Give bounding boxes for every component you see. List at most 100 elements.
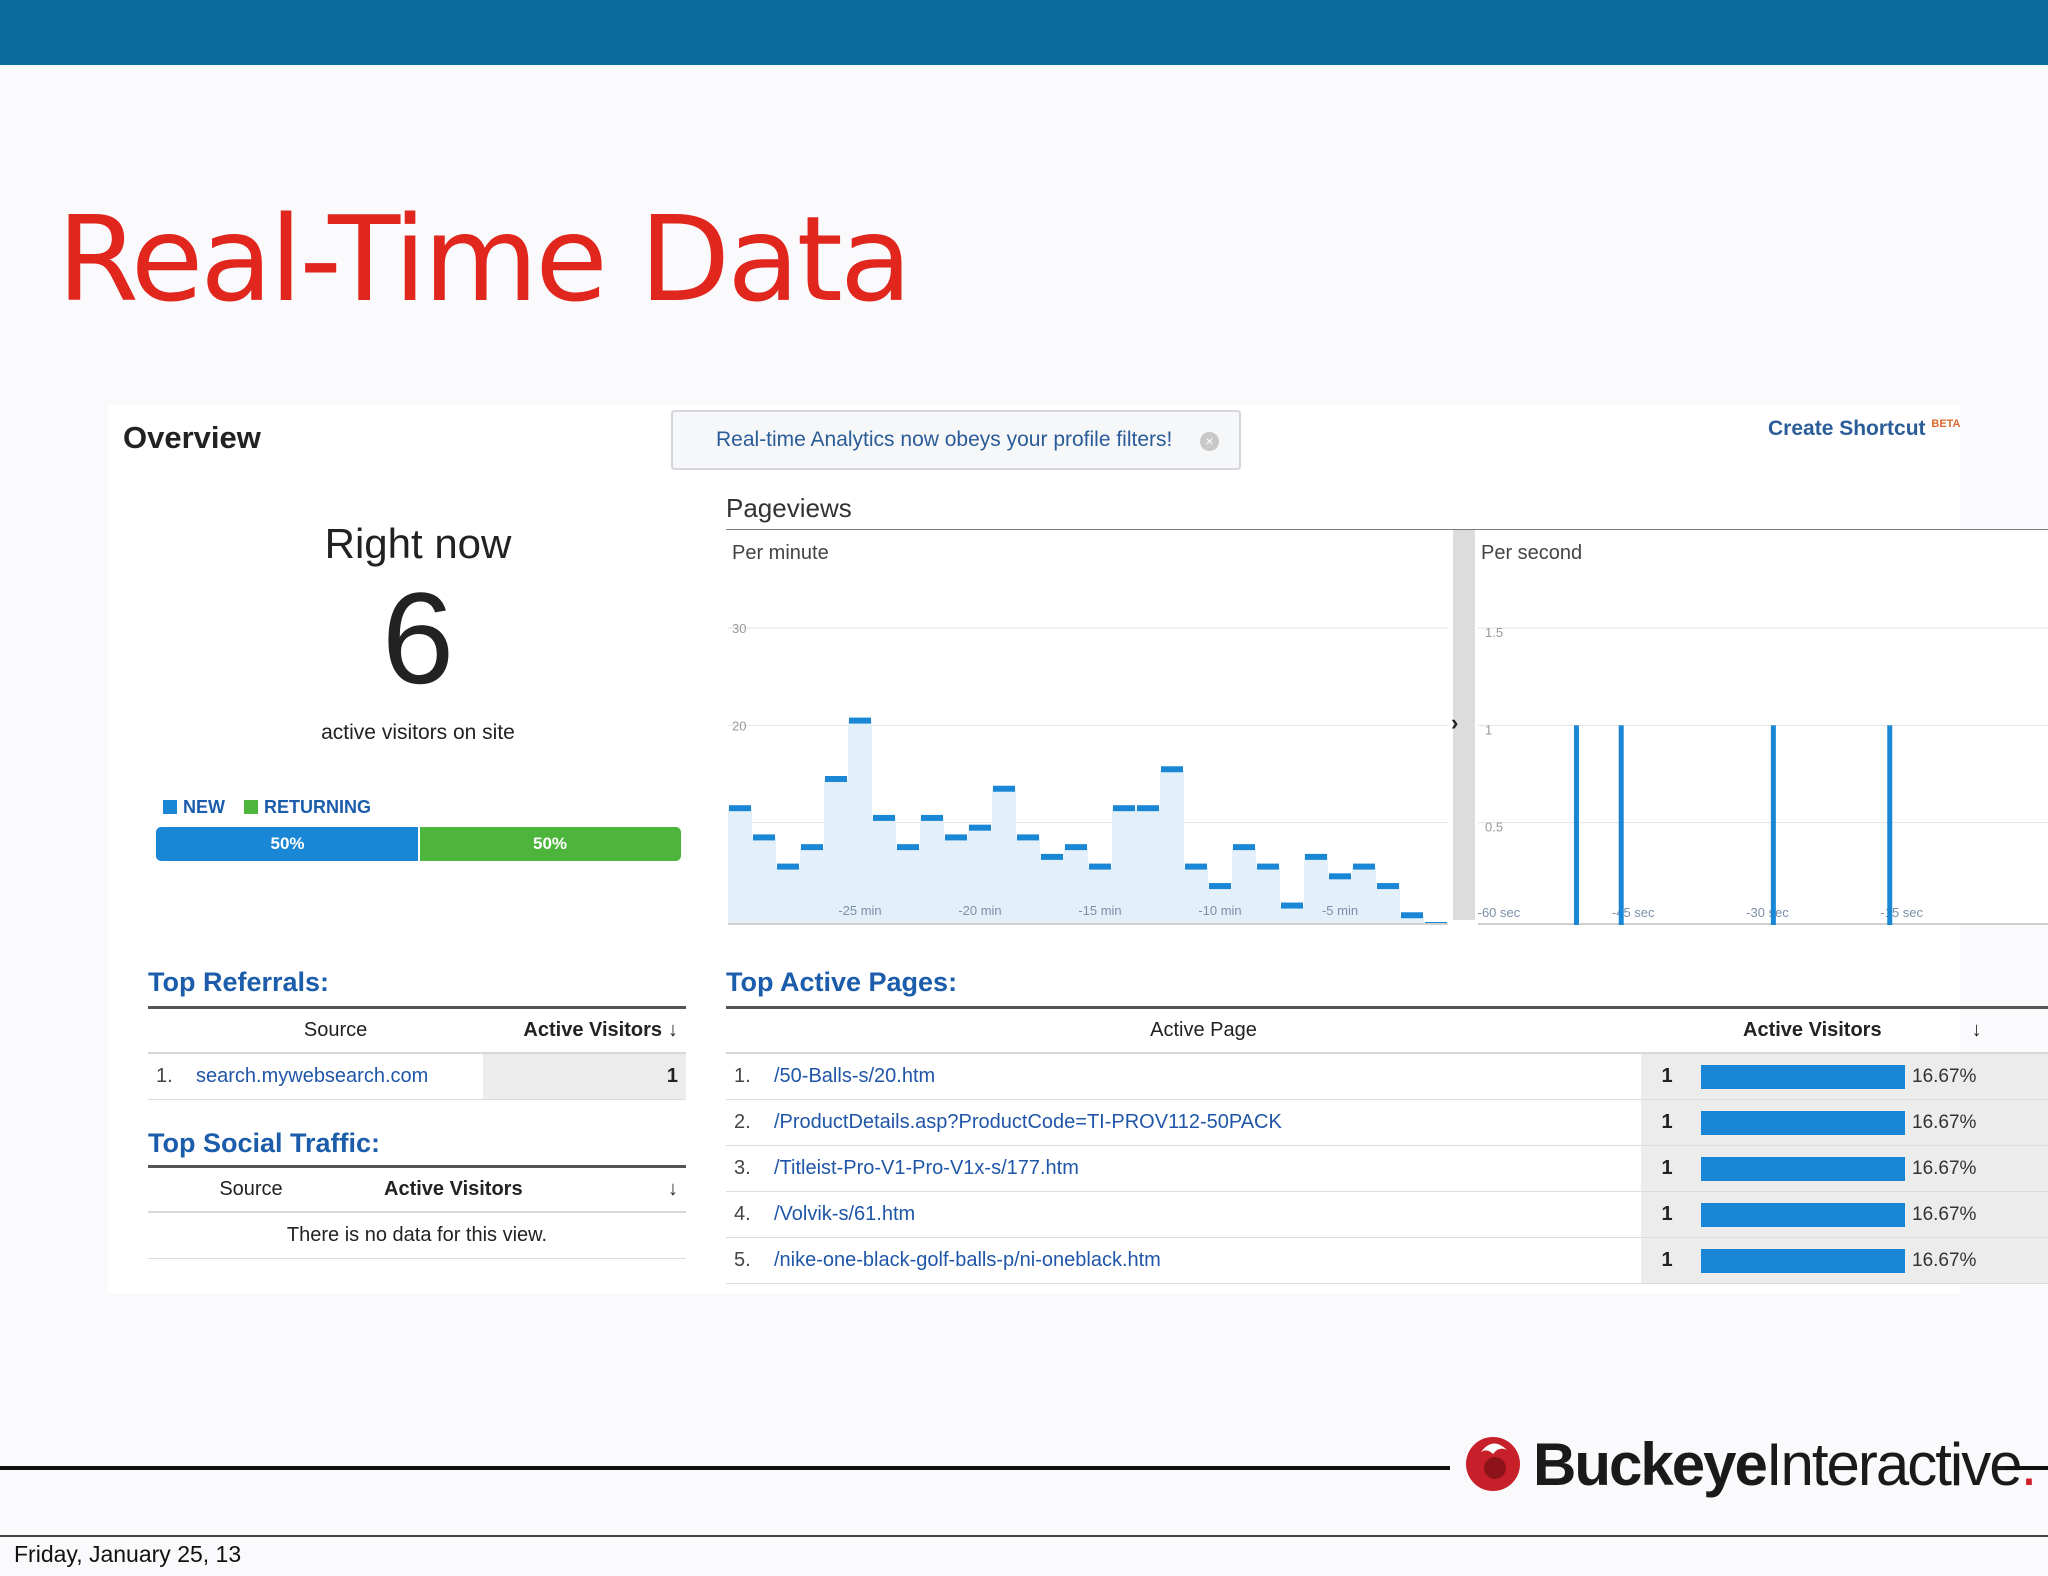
active-pages-visitors-header[interactable]: Active Visitors ↓: [1693, 1007, 2048, 1054]
second-bar: [1887, 725, 1893, 925]
table-row: 1./50-Balls-s/20.htm 1 16.67%: [726, 1053, 2048, 1100]
y-tick-label: 1: [1485, 722, 1492, 737]
page-share-bar: [1701, 1248, 1905, 1273]
right-now-label: Right now: [324, 520, 512, 567]
minute-step: [1353, 863, 1375, 870]
y-tick-label: 1.5: [1485, 625, 1503, 640]
legend-returning: RETURNING: [264, 797, 372, 817]
social-source-header[interactable]: Source: [148, 1166, 354, 1213]
new-swatch: [163, 800, 177, 814]
minute-step: [1161, 766, 1183, 773]
page-rank: 1.: [726, 1053, 766, 1100]
page-rank: 5.: [726, 1237, 766, 1284]
minute-step: [777, 863, 799, 870]
minute-step: [1401, 912, 1423, 919]
minute-step: [729, 805, 751, 812]
minute-step: [873, 814, 895, 821]
x-tick-label: -5 min: [1322, 903, 1358, 918]
page-visitors: 1: [1641, 1053, 1693, 1100]
social-table: Source Active Visitors ↓ There is no dat…: [148, 1165, 686, 1259]
page-rank: 4.: [726, 1191, 766, 1238]
top-active-pages-title: Top Active Pages:: [726, 967, 958, 997]
minute-step: [1185, 863, 1207, 870]
create-shortcut-label: Create Shortcut: [1768, 417, 1926, 440]
visitor-legend: NEW RETURNING: [163, 797, 371, 818]
filter-notice-text: Real-time Analytics now obeys your profi…: [716, 428, 1173, 451]
referrals-source-header[interactable]: Source: [188, 1007, 484, 1054]
returning-swatch: [244, 800, 259, 814]
table-row: 4./Volvik-s/61.htm 1 16.67%: [726, 1191, 2048, 1238]
x-tick-label: -45 sec: [1612, 905, 1655, 920]
page-visitors: 1: [1641, 1237, 1693, 1284]
minute-step: [1329, 873, 1351, 880]
referral-rank: 1.: [148, 1053, 188, 1100]
page-visitors: 1: [1641, 1099, 1693, 1146]
pageviews-chart: Per minute › Per second 302010-25 min-20…: [726, 530, 2048, 925]
page-share-cell: 16.67%: [1693, 1053, 2048, 1100]
footer-separator: [0, 1535, 2048, 1537]
arrow-down-icon[interactable]: ↓: [668, 1178, 678, 1200]
page-share-percent: 16.67%: [1912, 1203, 1977, 1225]
new-returning-split-bar: 50% 50%: [156, 827, 681, 861]
minute-step: [753, 834, 775, 841]
top-social-title: Top Social Traffic:: [148, 1128, 381, 1158]
per-minute-label: Per minute: [732, 542, 829, 564]
minute-step: [945, 834, 967, 841]
table-row: 5./nike-one-black-golf-balls-p/ni-onebla…: [726, 1237, 2048, 1284]
minute-step: [1089, 863, 1111, 870]
minute-step: [969, 824, 991, 831]
active-page-header[interactable]: Active Page: [766, 1007, 1641, 1054]
pageviews-title: Pageviews: [726, 493, 852, 523]
footer-date: Friday, January 25, 13: [14, 1541, 242, 1567]
logo-wordmark: BuckeyeInteractive.: [1533, 1431, 2037, 1498]
active-page-link[interactable]: /Titleist-Pro-V1-Pro-V1x-s/177.htm: [766, 1145, 1641, 1192]
chart-divider: [1453, 530, 1475, 920]
per-second-chart: 1.5 1 0.5 -60 sec -45 sec -30 sec -15 sec: [1478, 625, 2048, 925]
table-row: 3./Titleist-Pro-V1-Pro-V1x-s/177.htm 1 16.…: [726, 1145, 2048, 1192]
minute-step: [897, 844, 919, 851]
close-icon[interactable]: ×: [1200, 432, 1219, 451]
footer-rule-left: [0, 1466, 1450, 1470]
referral-visitors: 1: [483, 1053, 686, 1100]
pageviews-area: [728, 720, 1448, 925]
overview-title: Overview: [123, 420, 261, 455]
minute-step: [825, 776, 847, 782]
buckeye-logo-icon: [1466, 1437, 1520, 1491]
active-pages-table: Active Page Active Visitors ↓ 1./50-Balls…: [726, 1006, 2048, 1284]
minute-step: [921, 814, 943, 821]
minute-step: [849, 717, 871, 724]
social-visitors-header[interactable]: Active Visitors: [354, 1166, 636, 1213]
referral-source-link[interactable]: search.mywebsearch.com: [188, 1053, 484, 1100]
minute-step: [1065, 844, 1087, 851]
beta-badge: BETA: [1931, 418, 1961, 430]
active-page-link[interactable]: /ProductDetails.asp?ProductCode=TI-PROV1…: [766, 1099, 1641, 1146]
filter-notice: Real-time Analytics now obeys your profi…: [671, 410, 1241, 470]
arrow-down-icon: ↓: [668, 1019, 678, 1041]
minute-step: [1257, 863, 1279, 870]
active-page-link[interactable]: /50-Balls-s/20.htm: [766, 1053, 1641, 1100]
table-row: 1. search.mywebsearch.com 1: [148, 1053, 686, 1100]
minute-step: [1233, 844, 1255, 851]
active-visitor-count: 6: [381, 565, 455, 711]
minute-step: [1017, 834, 1039, 841]
active-page-link[interactable]: /Volvik-s/61.htm: [766, 1191, 1641, 1238]
minute-step: [1281, 902, 1303, 909]
page-share-percent: 16.67%: [1912, 1065, 1977, 1087]
second-bar: [1618, 725, 1624, 925]
page-visitors: 1: [1641, 1191, 1693, 1238]
footer-rule-right: [2005, 1466, 2048, 1470]
page-share-bar: [1701, 1064, 1905, 1089]
page-rank: 3.: [726, 1145, 766, 1192]
referrals-visitors-header[interactable]: Active Visitors ↓: [483, 1007, 686, 1054]
minute-step: [1305, 853, 1327, 860]
create-shortcut-link[interactable]: Create Shortcut BETA: [1768, 417, 1961, 441]
page-share-cell: 16.67%: [1693, 1099, 2048, 1146]
y-tick-label: 0.5: [1485, 820, 1503, 835]
returning-segment: 50%: [419, 827, 681, 861]
expand-chevron-icon[interactable]: ›: [1451, 710, 1458, 735]
page-share-bar: [1701, 1202, 1905, 1227]
active-page-link[interactable]: /nike-one-black-golf-balls-p/ni-oneblack…: [766, 1237, 1641, 1284]
second-bar: [1573, 725, 1579, 925]
split-divider: [418, 827, 420, 861]
x-tick-label: -25 min: [838, 903, 881, 918]
